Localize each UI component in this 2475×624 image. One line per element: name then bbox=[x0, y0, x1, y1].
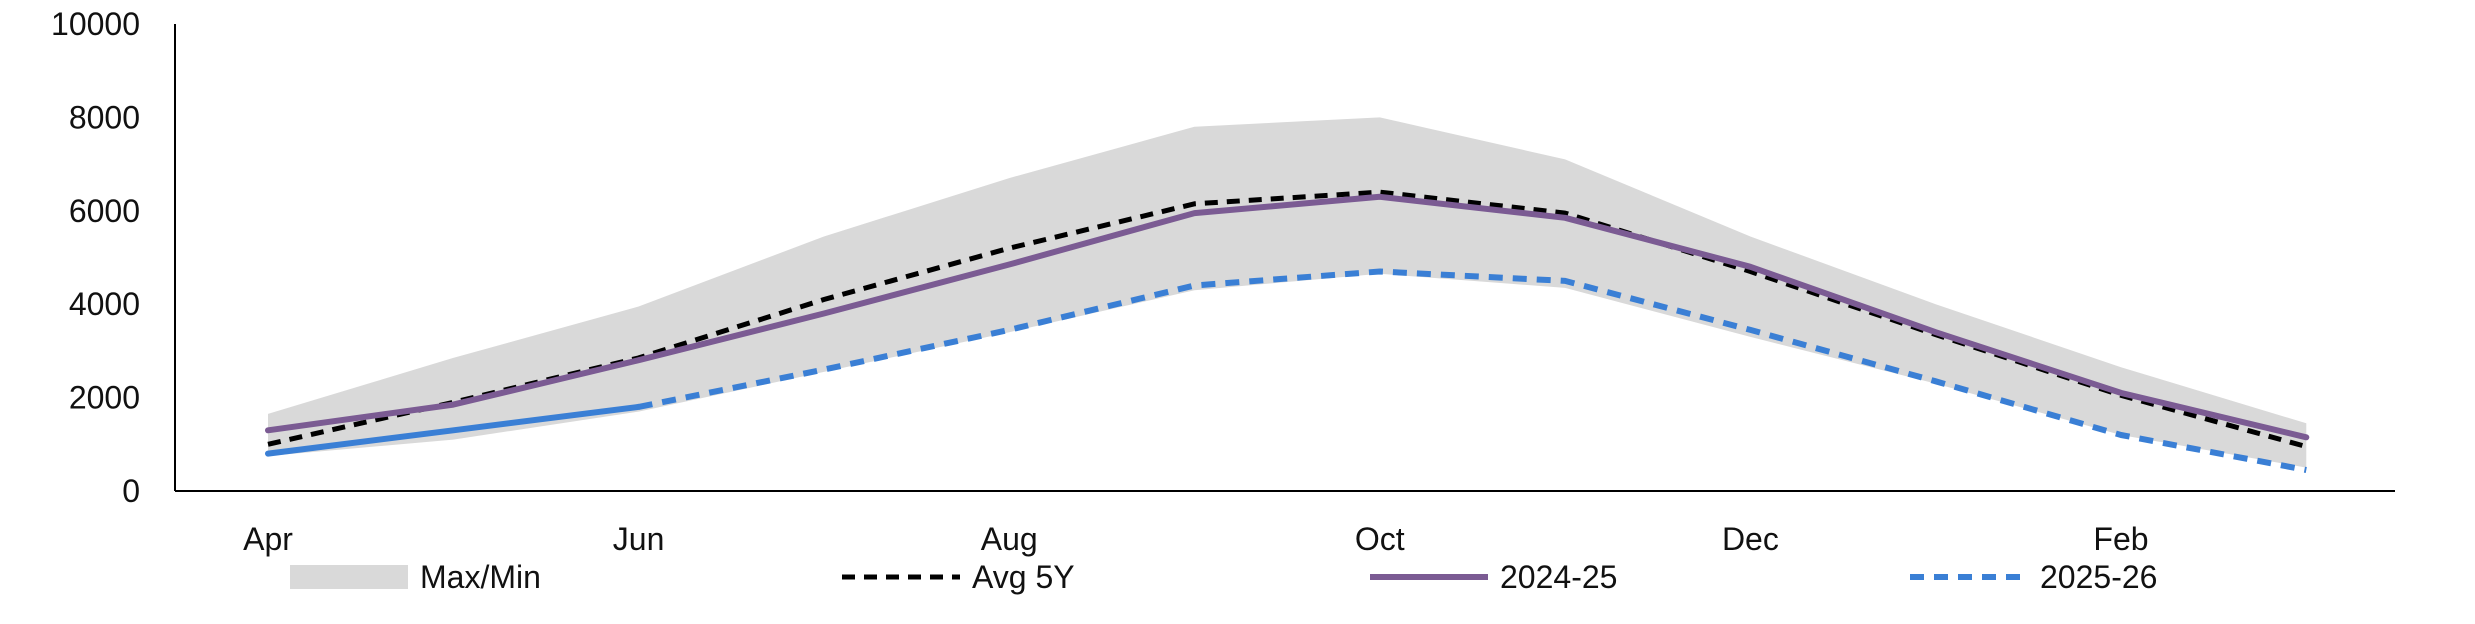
x-tick-label: Jun bbox=[613, 521, 665, 557]
axes-layer: 0 2000 4000 6000 8000 10000 Apr Jun Aug Oct Dec Feb bbox=[51, 6, 2395, 557]
series-line-2025-26-forecast bbox=[638, 268, 2307, 473]
x-tick-label: Feb bbox=[2093, 521, 2148, 557]
legend-item-2024-25: 2024-25 bbox=[1370, 559, 1617, 595]
y-tick-label: 4000 bbox=[69, 286, 140, 322]
band-layer bbox=[268, 117, 2307, 468]
y-tick-label: 6000 bbox=[69, 193, 140, 229]
legend-swatch bbox=[290, 565, 408, 589]
x-tick-label: Dec bbox=[1722, 521, 1779, 557]
series-line-2024-25 bbox=[265, 193, 2310, 441]
legend-label: Max/Min bbox=[420, 559, 541, 595]
y-tick-label: 2000 bbox=[69, 380, 140, 416]
y-tick-label: 0 bbox=[122, 473, 140, 509]
y-tick-label: 8000 bbox=[69, 99, 140, 135]
legend: Max/Min Avg 5Y 2024-25 2025-26 bbox=[290, 559, 2157, 595]
x-tick-label: Aug bbox=[981, 521, 1038, 557]
series-line-2025-26-actual bbox=[265, 403, 642, 457]
legend-label: Avg 5Y bbox=[972, 559, 1075, 595]
series-layer bbox=[265, 189, 2310, 473]
band-max-min bbox=[268, 117, 2307, 468]
legend-label: 2024-25 bbox=[1500, 559, 1617, 595]
legend-label: 2025-26 bbox=[2040, 559, 2157, 595]
legend-item-max-min: Max/Min bbox=[290, 559, 541, 595]
legend-item-2025-26: 2025-26 bbox=[1910, 559, 2157, 595]
legend-item-avg-5y: Avg 5Y bbox=[842, 559, 1075, 595]
x-tick-label: Oct bbox=[1355, 521, 1405, 557]
y-tick-label: 10000 bbox=[51, 6, 140, 42]
x-tick-label: Apr bbox=[243, 521, 293, 557]
